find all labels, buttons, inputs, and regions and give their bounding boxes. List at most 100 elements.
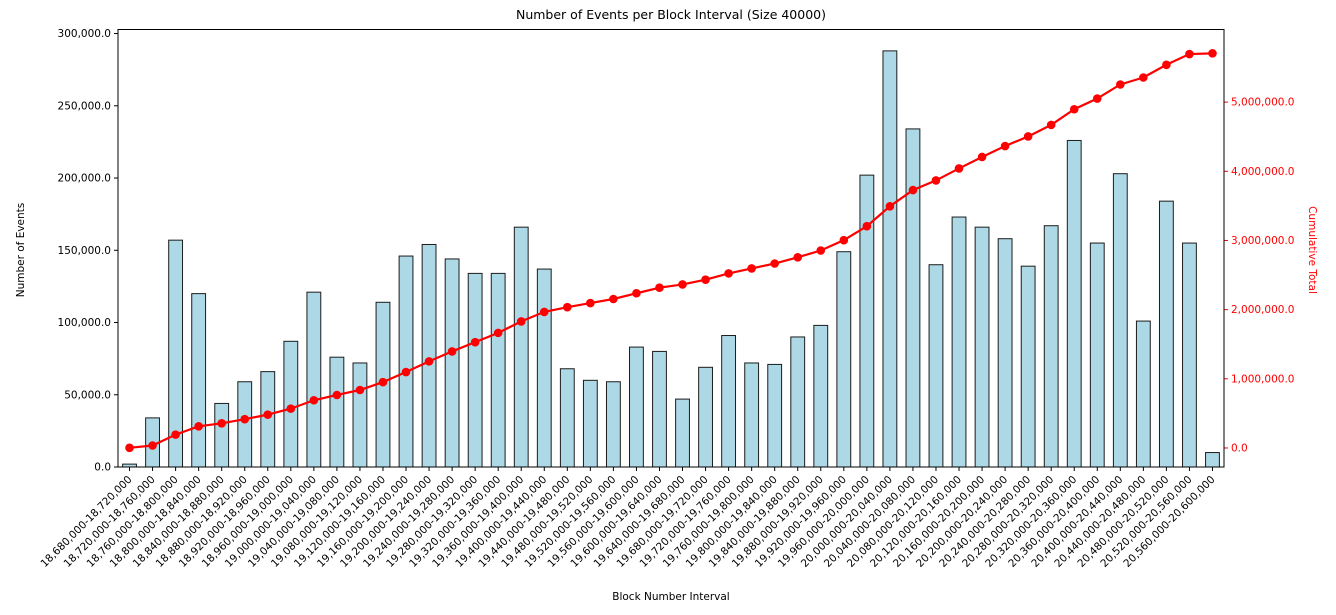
cumulative-marker: [908, 185, 918, 195]
y-tick-label-left: 150,000.0: [58, 245, 111, 257]
bar: [214, 402, 230, 468]
axes-group: 0.0 50,000.0 100,000.0 150,000.0 200,000.0 25…: [38, 28, 1294, 570]
cumulative-marker: [217, 418, 226, 428]
cumulative-marker: [171, 430, 180, 439]
bar: [283, 340, 299, 468]
bar: [1043, 225, 1059, 468]
bar: [1112, 173, 1128, 468]
cumulative-marker: [125, 443, 134, 453]
cumulative-marker: [1000, 141, 1010, 151]
cumulative-marker: [424, 357, 434, 366]
cumulative-marker: [816, 246, 826, 255]
bar: [398, 255, 414, 468]
y-tick-label-right: 0.0: [1231, 442, 1248, 454]
cumulative-marker: [332, 390, 342, 400]
cumulative-marker: [493, 328, 503, 338]
y-tick-label-left: 200,000.0: [58, 173, 111, 185]
bar: [744, 362, 760, 468]
bar: [605, 381, 621, 468]
y-tick-label-right: 4,000,000.0: [1231, 166, 1294, 178]
y-tick-label-right: 5,000,000.0: [1231, 97, 1294, 109]
cumulative-marker: [655, 283, 664, 293]
bar: [698, 366, 713, 468]
cumulative-marker: [977, 152, 987, 162]
cumulative-marker: [839, 235, 849, 245]
bar: [191, 293, 207, 468]
cumulative-marker: [586, 298, 595, 308]
y-tick-label-left: 50,000.0: [64, 389, 111, 401]
bar: [1182, 242, 1197, 468]
bar: [790, 336, 806, 468]
cumulative-marker: [1208, 49, 1217, 58]
bar: [997, 238, 1013, 468]
cumulative-marker: [747, 264, 756, 273]
bar: [721, 335, 737, 468]
bar: [813, 324, 829, 468]
bar: [513, 226, 529, 468]
bar: [260, 371, 276, 468]
plot-border: [117, 29, 1225, 468]
bar: [490, 272, 506, 468]
cumulative-marker: [309, 395, 319, 405]
cumulative-marker: [263, 410, 273, 419]
cumulative-marker: [1185, 49, 1194, 59]
bar: [629, 346, 644, 468]
bar: [882, 50, 898, 468]
cumulative-marker: [1023, 132, 1033, 141]
cumulative-marker: [563, 302, 572, 312]
cumulative-marker: [539, 307, 549, 317]
bar: [1020, 265, 1036, 468]
bar: [444, 258, 460, 468]
bar: [536, 268, 552, 468]
bar: [951, 216, 967, 468]
bar: [652, 350, 667, 468]
cumulative-marker: [355, 385, 365, 395]
cumulative-marker: [1069, 104, 1079, 114]
bar: [1089, 242, 1105, 468]
y-tick-label-left: 300,000.0: [58, 28, 111, 40]
cumulative-marker: [632, 288, 641, 298]
cumulative-marker: [1092, 94, 1102, 103]
cumulative-marker: [1116, 80, 1125, 89]
bar: [836, 251, 852, 468]
cumulative-marker: [862, 221, 872, 231]
cumulative-marker: [194, 422, 203, 431]
cumulative-marker: [770, 259, 779, 268]
bars-group: [122, 50, 1220, 468]
bar: [467, 272, 483, 468]
bar: [1135, 320, 1151, 468]
cumulative-marker: [609, 294, 618, 304]
y-tick-label-right: 2,000,000.0: [1231, 304, 1294, 316]
bar: [1158, 200, 1174, 468]
y-tick-label-left: 250,000.0: [58, 100, 111, 112]
bar: [767, 363, 783, 468]
cumulative-marker: [1162, 60, 1171, 70]
cumulative-marker: [286, 404, 296, 413]
cumulative-marker: [1046, 120, 1056, 130]
bar: [1066, 139, 1082, 468]
y-tick-label-left: 0.0: [94, 462, 111, 474]
bar: [306, 291, 322, 468]
cumulative-line-group: [125, 49, 1217, 453]
cumulative-marker: [516, 317, 526, 326]
cumulative-marker: [954, 164, 964, 173]
cumulative-marker: [1139, 73, 1148, 82]
bar: [928, 264, 944, 468]
cumulative-marker: [885, 202, 895, 211]
bar: [859, 174, 875, 468]
bar: [905, 128, 921, 468]
bar: [1205, 452, 1220, 468]
bar: [675, 398, 690, 468]
cumulative-marker: [240, 414, 250, 424]
bar: [237, 381, 253, 468]
bar: [974, 226, 990, 468]
y-tick-label-right: 1,000,000.0: [1231, 373, 1294, 385]
x-axis-label: Block Number Interval: [612, 591, 730, 603]
cumulative-marker: [378, 377, 388, 387]
cumulative-marker: [931, 176, 941, 185]
bar: [559, 368, 575, 468]
bar: [352, 362, 368, 468]
cumulative-marker: [148, 441, 157, 450]
